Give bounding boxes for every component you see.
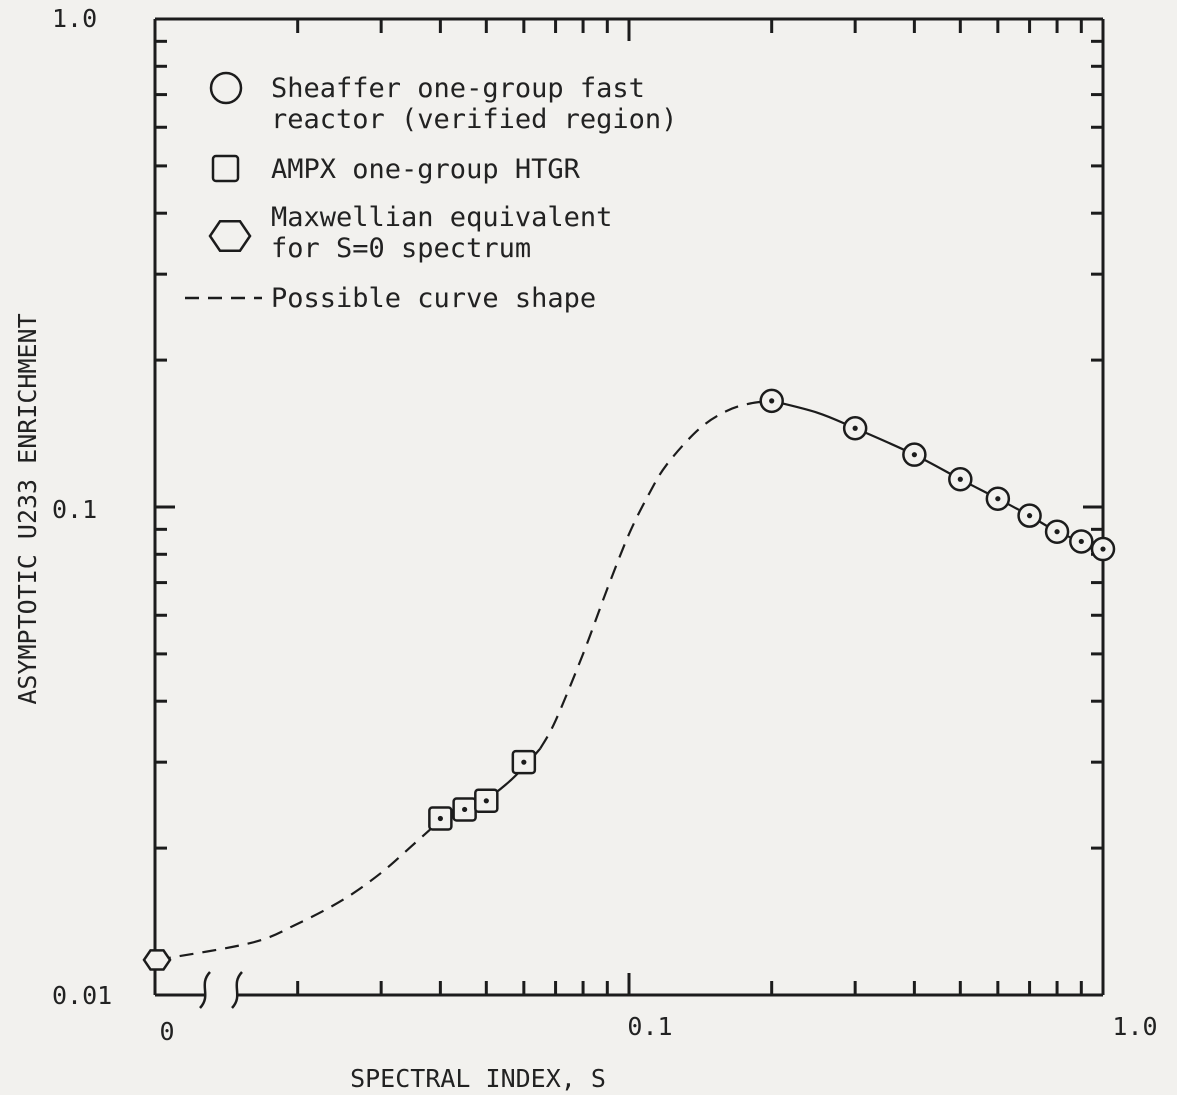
sheaffer-point-dot bbox=[995, 496, 1001, 502]
y-tick-label-bottom: 0.01 bbox=[52, 981, 112, 1010]
sheaffer-point bbox=[842, 416, 868, 441]
legend-hexagon-symbol bbox=[208, 220, 252, 252]
x-tick-label-0.1: 0.1 bbox=[627, 1012, 672, 1041]
x-axis-title: SPECTRAL INDEX, S bbox=[350, 1064, 606, 1093]
ampx-point bbox=[452, 797, 477, 822]
legend-label-sheaffer-2: reactor (verified region) bbox=[271, 104, 677, 135]
sheaffer-point bbox=[1044, 519, 1070, 544]
sheaffer-point bbox=[948, 466, 973, 492]
ampx-point bbox=[474, 788, 499, 814]
legend-label-possible-curve: Possible curve shape bbox=[271, 283, 596, 314]
maxwellian-point-hex bbox=[142, 949, 172, 971]
data-markers bbox=[142, 388, 1116, 971]
legend-label-ampx: AMPX one-group HTGR bbox=[271, 154, 581, 185]
y-tick-label-mid: 0.1 bbox=[52, 495, 97, 524]
sheaffer-point-dot bbox=[1078, 538, 1084, 545]
ampx-point bbox=[511, 749, 537, 775]
sheaffer-point-dot bbox=[852, 425, 858, 431]
legend-hexagon-symbol-hex bbox=[208, 220, 252, 252]
sheaffer-point-dot bbox=[1054, 529, 1060, 535]
y-tick-label-top: 1.0 bbox=[52, 4, 97, 33]
sheaffer-point bbox=[1069, 529, 1094, 554]
legend-label-maxwellian-2: for S=0 spectrum bbox=[271, 233, 531, 264]
dashed-curve-rise bbox=[539, 399, 772, 750]
axis-break-mark-1 bbox=[199, 971, 211, 1009]
ampx-point-dot bbox=[437, 815, 443, 822]
ampx-point-dot bbox=[462, 806, 468, 813]
sheaffer-point-dot bbox=[769, 398, 775, 404]
solid-curve-sheaffer bbox=[771, 399, 1104, 551]
sheaffer-point-dot bbox=[957, 476, 963, 482]
sheaffer-point bbox=[902, 442, 927, 467]
sheaffer-point-dot bbox=[911, 452, 917, 458]
legend-label-sheaffer-1: Sheaffer one-group fast bbox=[271, 73, 645, 104]
sheaffer-point bbox=[759, 388, 784, 414]
legend-square-symbol bbox=[211, 154, 240, 183]
sheaffer-point bbox=[1090, 536, 1116, 562]
ampx-point bbox=[428, 806, 453, 831]
sheaffer-point bbox=[1017, 503, 1042, 528]
sheaffer-point bbox=[985, 486, 1011, 511]
sheaffer-point-dot bbox=[1026, 513, 1033, 519]
dashed-curve-low bbox=[156, 819, 442, 961]
sheaffer-point-dot bbox=[1100, 546, 1106, 552]
x-tick-label-1.0: 1.0 bbox=[1112, 1012, 1157, 1041]
legend-circle-symbol bbox=[209, 71, 243, 105]
legend-label-maxwellian-1: Maxwellian equivalent bbox=[271, 202, 612, 233]
maxwellian-point bbox=[142, 949, 172, 971]
ampx-point-dot bbox=[521, 759, 527, 765]
y-axis-title: ASYMPTOTIC U233 ENRICHMENT bbox=[13, 313, 42, 704]
axis-break-mark-2 bbox=[231, 971, 243, 1009]
ampx-point-dot bbox=[483, 798, 489, 804]
legend bbox=[185, 71, 262, 300]
x-tick-label-zero: 0 bbox=[159, 1017, 174, 1046]
